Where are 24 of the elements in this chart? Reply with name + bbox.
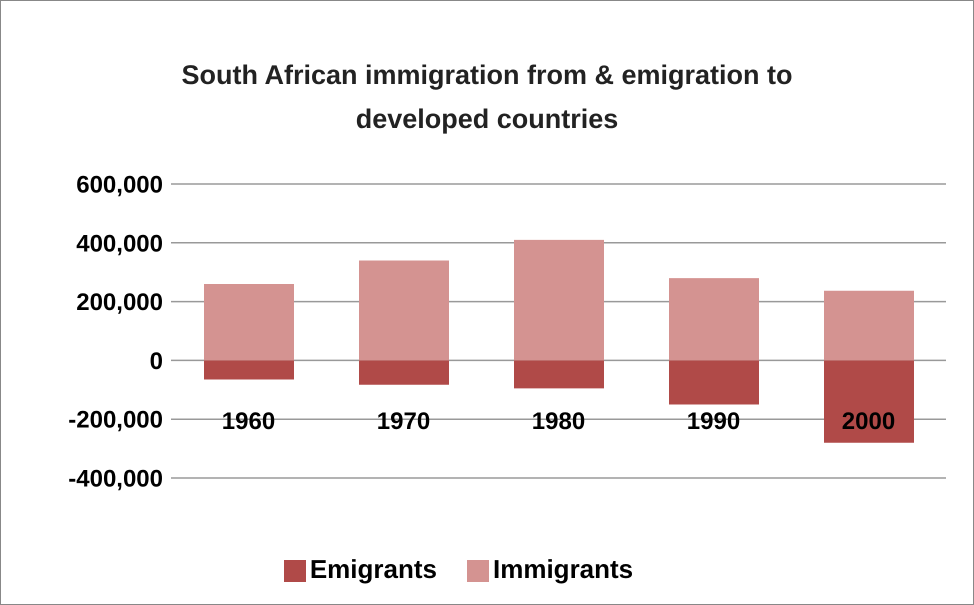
y-tick-label: -400,000 — [68, 466, 163, 493]
chart-title: South African immigration from & emigration to developed countries — [180, 59, 794, 136]
y-tick-label: 600,000 — [76, 172, 163, 199]
y-tick-label: 400,000 — [76, 230, 163, 258]
x-tick-label: 2000 — [842, 408, 896, 435]
bar — [359, 260, 449, 360]
y-tick-label: 0 — [150, 348, 163, 375]
x-tick-label: 1990 — [686, 408, 740, 435]
y-tick-label: -200,000 — [68, 406, 163, 434]
bar — [514, 360, 604, 388]
x-tick-label: 1970 — [376, 408, 430, 435]
x-tick-label: 1960 — [222, 408, 276, 435]
bar — [824, 360, 914, 443]
y-tick-label: 200,000 — [76, 289, 163, 316]
bar — [669, 278, 759, 360]
bar — [669, 360, 759, 404]
bar — [359, 360, 449, 385]
bar — [824, 290, 914, 360]
bar — [204, 360, 294, 380]
legend-label: Emigrants — [310, 554, 437, 584]
bar — [204, 284, 294, 360]
bar — [514, 240, 604, 360]
x-tick-label: 1980 — [532, 408, 586, 435]
legend-label: Immigrants — [493, 554, 634, 584]
